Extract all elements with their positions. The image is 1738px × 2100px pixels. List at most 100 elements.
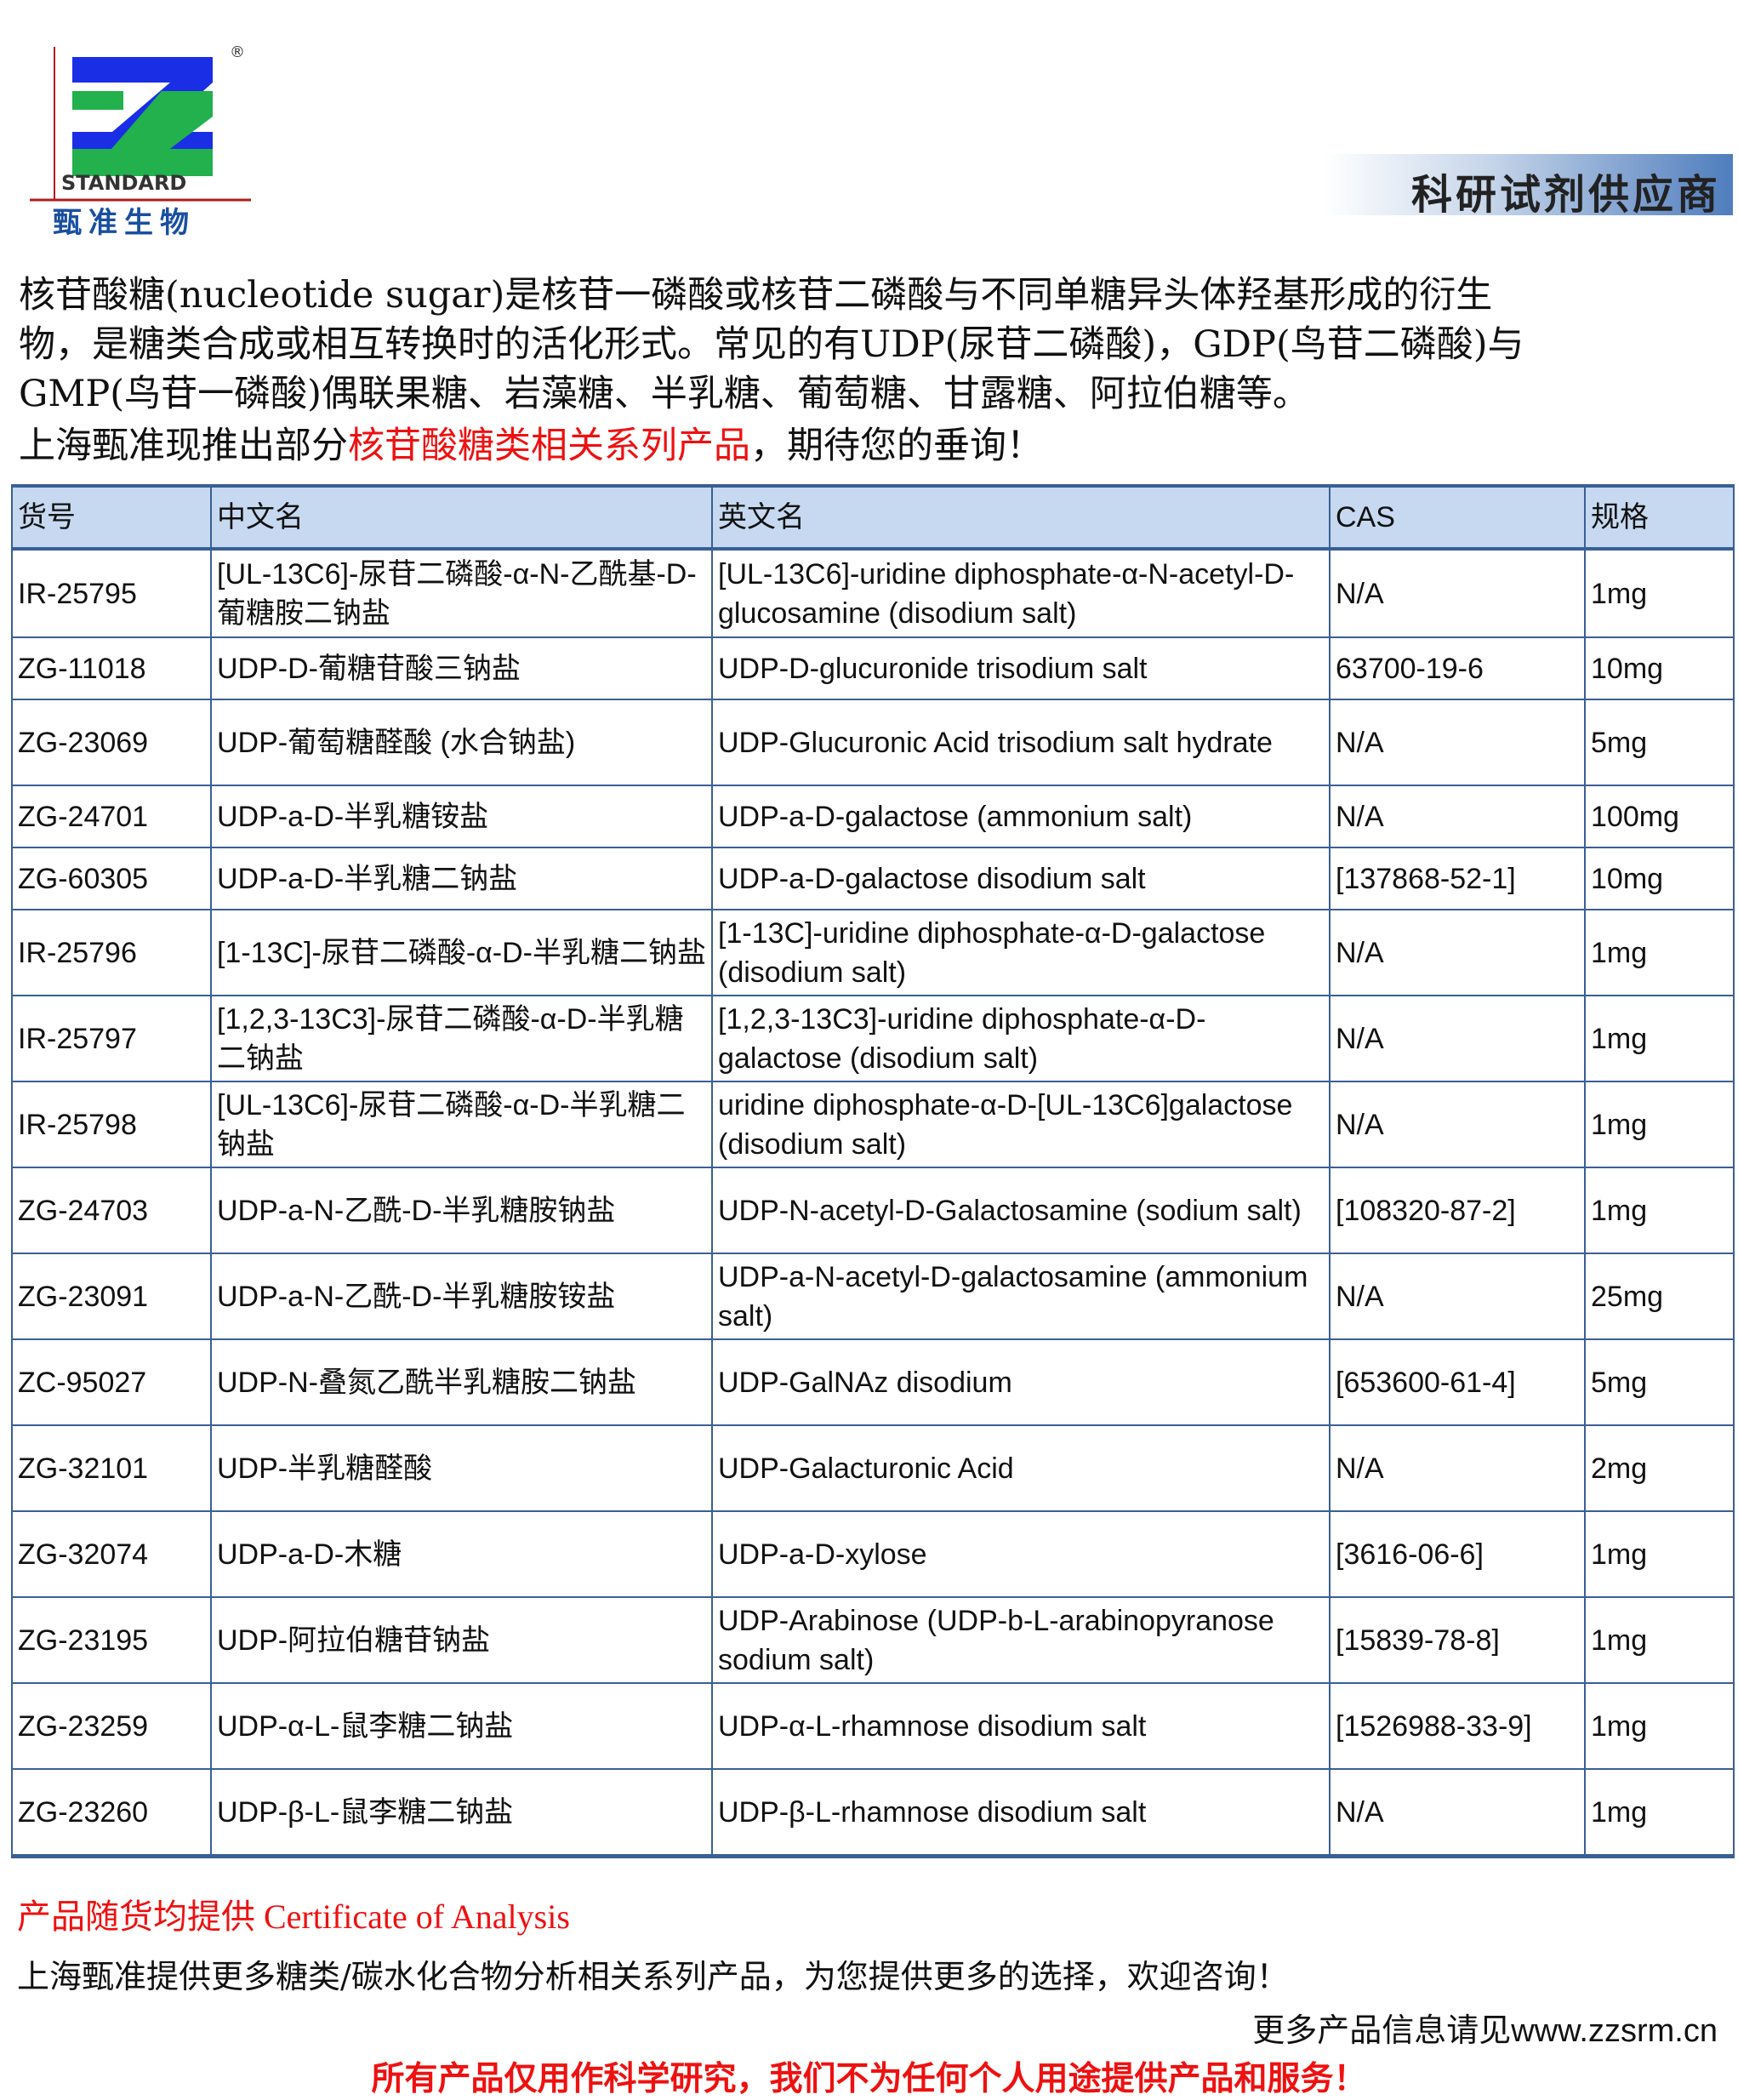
logo-wordmark: STANDARD [61,171,186,195]
table-row: IR-25797 [1,2,3-13C3]-尿苷二磷酸-α-D-半乳糖二钠盐 [1,… [11,995,1735,1082]
cell-size: 100mg [1584,785,1735,848]
table-row: ZG-24701 UDP-a-D-半乳糖铵盐 UDP-a-D-galactose (… [11,785,1735,848]
table-row: IR-25798 [UL-13C6]-尿苷二磷酸-α-D-半乳糖二钠盐 uridin… [11,1081,1735,1168]
table-row: ZG-23091 UDP-a-N-乙酰-D-半乳糖胺铵盐 UDP-a-N-acety… [11,1253,1735,1340]
table-row: ZG-24703 UDP-a-N-乙酰-D-半乳糖胺钠盐 UDP-N-acetyl-… [11,1167,1735,1254]
cell-en-name: UDP-GalNAz disodium [711,1338,1331,1426]
cell-cn-name: UDP-a-D-半乳糖铵盐 [210,785,713,848]
cell-en-name: UDP-Arabinose (UDP-b-L-arabinopyranose s… [711,1596,1331,1684]
product-table: 货号 中文名 英文名 CAS 规格 IR-25795 [UL-13C6]-尿苷二磷… [11,484,1735,1858]
header-cn-name: 中文名 [210,484,713,551]
cell-en-name: uridine diphosphate-α-D-[UL-13C6]galacto… [711,1081,1331,1168]
cell-size: 5mg [1584,699,1735,786]
cell-cas: [653600-61-4] [1329,1338,1586,1426]
cell-en-name: [1-13C]-uridine diphosphate-α-D-galactos… [711,909,1331,996]
cell-en-name: UDP-Galacturonic Acid [711,1424,1331,1512]
cell-cat-no: IR-25798 [11,1081,212,1168]
intro-announcement: 上海甄准现推出部分核苷酸糖类相关系列产品，期待您的垂询！ [19,421,1729,471]
cell-cn-name: UDP-a-D-半乳糖二钠盐 [210,847,713,910]
more-products-note: 上海甄准提供更多糖类/碳水化合物分析相关系列产品，为您提供更多的选择，欢迎咨询！ [17,1958,1289,1995]
cell-size: 25mg [1584,1253,1735,1340]
table-row: ZG-32074 UDP-a-D-木糖 UDP-a-D-xylose [3616-06… [11,1510,1735,1598]
cell-en-name: UDP-a-D-galactose (ammonium salt) [711,785,1331,848]
cell-cn-name: UDP-D-葡糖苷酸三钠盐 [210,636,713,700]
cell-cn-name: UDP-阿拉伯糖苷钠盐 [210,1596,713,1684]
cell-size: 1mg [1584,1167,1735,1254]
cell-size: 10mg [1584,636,1735,700]
cell-cas: 63700-19-6 [1329,636,1586,700]
cell-cat-no: ZG-32101 [11,1424,212,1512]
table-row: ZG-60305 UDP-a-D-半乳糖二钠盐 UDP-a-D-galactose … [11,847,1735,910]
cell-cas: [108320-87-2] [1329,1167,1586,1254]
table-row: ZG-23195 UDP-阿拉伯糖苷钠盐 UDP-Arabinose (UDP-b-… [11,1596,1735,1684]
cell-cas: N/A [1329,699,1586,786]
cell-size: 5mg [1584,1338,1735,1426]
cell-cas: N/A [1329,785,1586,848]
header-size: 规格 [1584,484,1735,551]
cell-en-name: [1,2,3-13C3]-uridine diphosphate-α-D-gal… [711,995,1331,1082]
cell-cat-no: ZG-24701 [11,785,212,848]
header-cat-no: 货号 [11,484,212,551]
cell-cas: N/A [1329,1081,1586,1168]
announcement-prefix: 上海甄准现推出部分 [19,425,348,467]
intro-line: 核苷酸糖(nucleotide sugar)是核苷一磷酸或核苷二磷酸与不同单糖异… [19,274,1493,317]
cell-en-name: UDP-D-glucuronide trisodium salt [711,636,1331,700]
website-link[interactable]: www.zzsrm.cn [1511,2013,1718,2049]
cell-en-name: UDP-Glucuronic Acid trisodium salt hydra… [711,699,1331,786]
cell-en-name: [UL-13C6]-uridine diphosphate-α-N-acetyl… [711,548,1331,638]
website-note: 更多产品信息请见www.zzsrm.cn [1252,2004,1718,2051]
table-row: ZC-95027 UDP-N-叠氮乙酰半乳糖胺二钠盐 UDP-GalNAz diso… [11,1338,1735,1426]
cell-cn-name: UDP-β-L-鼠李糖二钠盐 [210,1768,713,1858]
cell-cn-name: [UL-13C6]-尿苷二磷酸-α-D-半乳糖二钠盐 [210,1081,713,1168]
cell-en-name: UDP-a-N-acetyl-D-galactosamine (ammonium… [711,1253,1331,1340]
cell-cat-no: ZG-11018 [11,636,212,700]
cell-en-name: UDP-a-D-xylose [711,1510,1331,1598]
table-row: IR-25795 [UL-13C6]-尿苷二磷酸-α-N-乙酰基-D-葡糖胺二钠盐… [11,548,1735,638]
cell-cas: [1526988-33-9] [1329,1682,1586,1770]
cell-cn-name: UDP-a-N-乙酰-D-半乳糖胺铵盐 [210,1253,713,1340]
cell-cat-no: ZG-23260 [11,1768,212,1858]
cell-cat-no: ZG-23259 [11,1682,212,1770]
cell-cas: N/A [1329,995,1586,1082]
cell-en-name: UDP-α-L-rhamnose disodium salt [711,1682,1331,1770]
cell-en-name: UDP-β-L-rhamnose disodium salt [711,1768,1331,1858]
cell-size: 1mg [1584,1768,1735,1858]
cell-size: 10mg [1584,847,1735,910]
cell-cas: [15839-78-8] [1329,1596,1586,1684]
tagline-banner: 科研试剂供应商 [1324,154,1733,219]
cell-cat-no: ZC-95027 [11,1338,212,1426]
cell-cn-name: UDP-葡萄糖醛酸 (水合钠盐) [210,699,713,786]
cell-cn-name: [1,2,3-13C3]-尿苷二磷酸-α-D-半乳糖二钠盐 [210,995,713,1082]
cell-cn-name: UDP-a-D-木糖 [210,1510,713,1598]
announcement-highlight: 核苷酸糖类相关系列产品 [348,425,750,467]
disclaimer: 所有产品仅用作科学研究，我们不为任何个人用途提供产品和服务！ [371,2059,1367,2098]
tagline: 科研试剂供应商 [1410,171,1721,219]
cell-size: 1mg [1584,1682,1735,1770]
cell-cat-no: ZG-60305 [11,847,212,910]
cell-cat-no: ZG-23195 [11,1596,212,1684]
cell-size: 1mg [1584,1510,1735,1598]
cell-cat-no: IR-25797 [11,995,212,1082]
cell-cat-no: ZG-24703 [11,1167,212,1254]
company-logo: STANDARD 甄准生物 ® [26,38,255,243]
cell-cn-name: UDP-半乳糖醛酸 [210,1424,713,1512]
cell-size: 1mg [1584,548,1735,638]
cell-cn-name: UDP-a-N-乙酰-D-半乳糖胺钠盐 [210,1167,713,1254]
table-row: ZG-23260 UDP-β-L-鼠李糖二钠盐 UDP-β-L-rhamnose d… [11,1768,1735,1858]
table-row: ZG-32101 UDP-半乳糖醛酸 UDP-Galacturonic Acid N/… [11,1424,1735,1512]
cell-cas: [137868-52-1] [1329,847,1586,910]
header-en-name: 英文名 [711,484,1331,551]
cell-size: 1mg [1584,995,1735,1082]
cell-cas: N/A [1329,1424,1586,1512]
cell-cat-no: ZG-23069 [11,699,212,786]
cell-en-name: UDP-a-D-galactose disodium salt [711,847,1331,910]
cell-cn-name: [UL-13C6]-尿苷二磷酸-α-N-乙酰基-D-葡糖胺二钠盐 [210,548,713,638]
cell-size: 1mg [1584,909,1735,996]
coa-note: 产品随货均提供 Certificate of Analysis [17,1897,570,1936]
table-header-row: 货号 中文名 英文名 CAS 规格 [11,484,1735,551]
website-prefix: 更多产品信息请见 [1252,2012,1512,2049]
logo-cn-name: 甄准生物 [53,206,196,240]
cell-cas: [3616-06-6] [1329,1510,1586,1598]
cell-cat-no: IR-25796 [11,909,212,996]
cell-cat-no: ZG-32074 [11,1510,212,1598]
